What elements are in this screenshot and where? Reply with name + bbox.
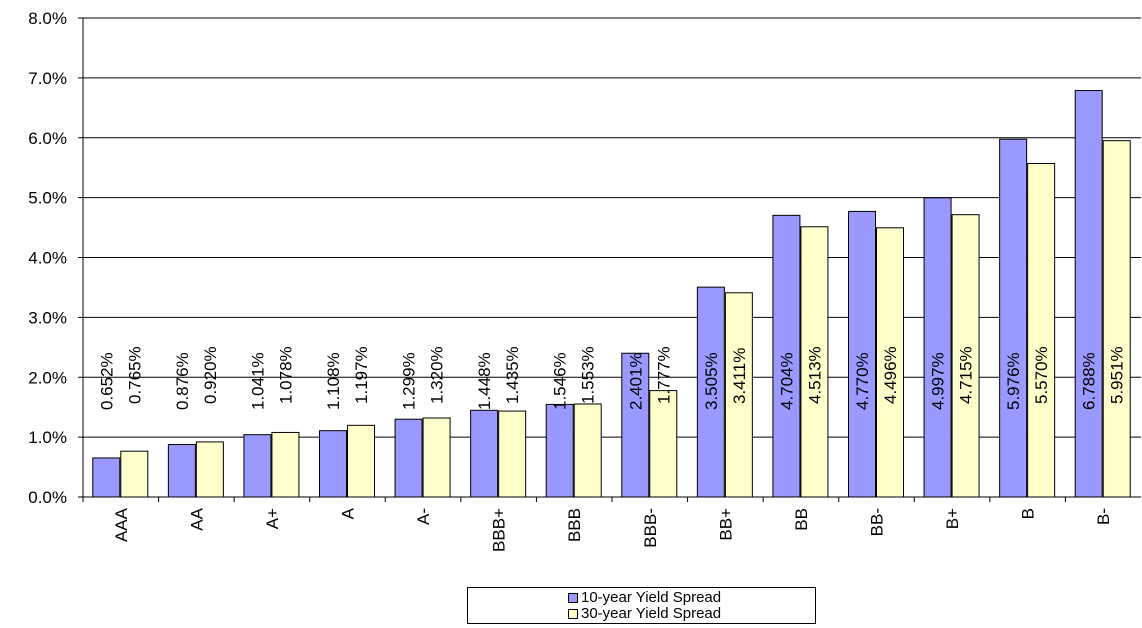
bar-10-year — [167, 444, 196, 498]
bar-30-year — [1102, 140, 1131, 498]
gridlines — [83, 17, 1141, 438]
bar-10-year — [999, 138, 1028, 498]
data-label: 1.197% — [352, 346, 371, 404]
x-tick-label: A — [339, 507, 358, 519]
data-label: 3.411% — [730, 348, 749, 404]
data-label: 4.997% — [929, 352, 948, 410]
x-tick-label: B- — [1094, 508, 1113, 525]
bar-30-year — [573, 403, 602, 498]
y-tick-label: 2.0% — [28, 368, 67, 387]
bar-10-year — [394, 418, 423, 498]
data-label: 1.108% — [324, 352, 343, 410]
data-label: 4.513% — [805, 346, 824, 404]
data-label: 0.876% — [173, 352, 192, 410]
legend-swatch-30-year — [568, 609, 578, 619]
data-label: 1.435% — [503, 346, 522, 404]
legend-label-30-year: 30-year Yield Spread — [581, 605, 722, 622]
data-label: 0.920% — [201, 346, 220, 404]
data-label: 1.448% — [475, 352, 494, 410]
x-tick-label: BB — [792, 508, 811, 531]
x-tick-label: BB- — [868, 508, 887, 536]
bars: 0.652% 0.765% 0.876% 0.920% 1.041% 1.078% 1.10… — [92, 90, 1131, 498]
bar-10-year — [319, 430, 347, 498]
data-label: 0.765% — [125, 346, 144, 404]
data-label: 4.704% — [777, 352, 796, 410]
y-tick-label: 7.0% — [28, 69, 67, 88]
bar-10-year — [243, 434, 272, 498]
x-tick-label: BBB — [565, 508, 584, 542]
bar-10-year — [1074, 90, 1103, 498]
x-tick-label: B — [1019, 508, 1038, 519]
data-label: 3.505% — [702, 352, 721, 410]
y-tick-label: 0.0% — [28, 488, 67, 507]
axes: 0.0%1.0%2.0%3.0%4.0%5.0%6.0%7.0%8.0%AAA A… — [28, 9, 1141, 552]
legend-label-10-year: 10-year Yield Spread — [581, 589, 722, 606]
bar-30-year — [876, 227, 904, 498]
data-label: 5.570% — [1032, 346, 1051, 404]
bar-30-year — [951, 214, 980, 498]
data-label: 4.770% — [853, 352, 872, 410]
y-tick-label: 1.0% — [28, 428, 67, 447]
data-label: 5.951% — [1108, 346, 1127, 404]
y-tick-label: 8.0% — [28, 9, 67, 28]
data-label: 1.299% — [400, 352, 419, 410]
bar-10-year — [92, 457, 121, 498]
bar-10-year — [621, 352, 650, 498]
data-label: 1.041% — [248, 352, 267, 410]
data-label: 1.078% — [276, 346, 295, 404]
y-tick-label: 6.0% — [28, 129, 67, 148]
bar-10-year — [923, 197, 952, 498]
data-label: 1.546% — [551, 352, 570, 410]
legend: 10-year Yield Spread 30-year Yield Sprea… — [467, 587, 816, 624]
y-tick-label: 4.0% — [28, 249, 67, 268]
bar-10-year — [772, 214, 801, 498]
bar-30-year — [800, 226, 829, 498]
data-label: 2.401% — [626, 352, 645, 410]
x-tick-label: BB+ — [716, 508, 735, 541]
data-label: 1.777% — [654, 346, 673, 404]
bar-30-year — [422, 417, 451, 498]
legend-swatch-10-year — [568, 593, 578, 603]
data-label: 4.715% — [957, 346, 976, 404]
x-tick-label: BBB- — [641, 508, 660, 548]
x-tick-label: AAA — [112, 507, 131, 542]
data-label: 6.788% — [1080, 352, 1099, 410]
bar-30-year — [649, 390, 678, 498]
bar-30-year — [271, 431, 300, 498]
legend-entry-30-year: 30-year Yield Spread — [568, 606, 815, 622]
bar-30-year — [195, 441, 224, 498]
bar-30-year — [120, 450, 149, 498]
x-tick-label: B+ — [943, 508, 962, 529]
data-label: 1.320% — [428, 346, 447, 404]
bar-10-year — [545, 403, 574, 498]
bar-30-year — [1027, 162, 1056, 498]
x-tick-label: BBB+ — [490, 508, 509, 552]
data-label: 0.652% — [97, 352, 116, 410]
legend-entry-10-year: 10-year Yield Spread — [568, 590, 815, 606]
bar-30-year — [498, 410, 527, 498]
data-label: 5.976% — [1004, 352, 1023, 410]
y-tick-label: 3.0% — [28, 308, 67, 327]
x-tick-label: A+ — [263, 508, 282, 529]
bar-30-year — [724, 292, 753, 498]
x-tick-label: A- — [414, 508, 433, 525]
data-label: 1.553% — [579, 346, 598, 404]
bar-10-year — [848, 210, 876, 498]
x-tick-label: AA — [187, 507, 206, 530]
y-tick-label: 5.0% — [28, 189, 67, 208]
data-label: 4.496% — [881, 346, 900, 404]
bar-10-year — [470, 409, 499, 498]
bar-30-year — [347, 424, 375, 498]
